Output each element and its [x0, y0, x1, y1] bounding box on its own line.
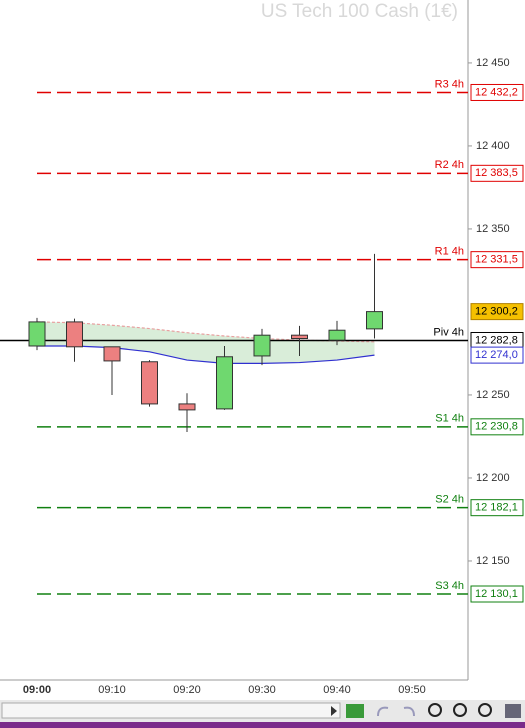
y-tick-label: 12 400	[476, 140, 510, 152]
level-box	[470, 418, 524, 436]
icon-settings[interactable]	[505, 704, 521, 718]
level-label: 12 130,1	[475, 588, 518, 600]
level-label: 12 230,8	[475, 421, 518, 433]
moving-average	[37, 345, 375, 365]
level-box	[470, 499, 524, 517]
ma-band	[37, 321, 375, 364]
level-name: Piv 4h	[433, 326, 464, 338]
level-label: 12 282,8	[475, 334, 518, 346]
x-tick-label: 09:20	[173, 684, 201, 696]
level-label: 12 383,5	[475, 167, 518, 179]
level-box	[470, 164, 524, 182]
level-box	[470, 251, 524, 269]
chart-title: US Tech 100 Cash (1€)	[261, 1, 458, 22]
ma-label-box	[470, 346, 524, 364]
level-box	[470, 83, 524, 101]
toolbar	[0, 700, 525, 728]
candle-body	[141, 361, 158, 405]
candle-body	[328, 329, 346, 341]
icon-zoom-fit[interactable]	[428, 703, 442, 717]
bottom-bar	[0, 722, 525, 728]
icon-zoom-in[interactable]	[478, 703, 492, 717]
candle-body	[366, 311, 383, 330]
ma-label: 12 274,0	[475, 349, 518, 361]
last-price-label: 12 300,2	[475, 306, 518, 318]
y-tick-label: 12 150	[476, 555, 510, 567]
icon-undo[interactable]	[377, 706, 389, 717]
x-tick-label: 09:40	[323, 684, 351, 696]
level-label: 12 182,1	[475, 502, 518, 514]
candle-body	[291, 334, 308, 340]
level-name: S1 4h	[435, 413, 464, 425]
candle-body	[216, 356, 233, 410]
icon-export[interactable]	[346, 704, 364, 718]
last-price-box	[470, 303, 524, 321]
x-tick-label: 09:30	[248, 684, 276, 696]
level-name: R1 4h	[435, 246, 464, 258]
icon-redo[interactable]	[403, 706, 415, 717]
scroll-arrow[interactable]	[331, 706, 337, 716]
level-name: S3 4h	[435, 580, 464, 592]
y-tick-label: 12 200	[476, 472, 510, 484]
level-label: 12 331,5	[475, 254, 518, 266]
x-tick-label: 09:50	[398, 684, 426, 696]
level-label: 12 432,2	[475, 86, 518, 98]
candle-body	[253, 334, 271, 357]
level-name: R2 4h	[435, 159, 464, 171]
scrollbar[interactable]	[1, 702, 341, 719]
level-box	[470, 585, 524, 603]
candle-body	[103, 346, 121, 362]
icon-zoom-out[interactable]	[453, 703, 467, 717]
candle-body	[28, 321, 46, 347]
y-tick-label: 12 250	[476, 389, 510, 401]
y-tick-label: 12 450	[476, 57, 510, 69]
x-tick-label: 09:00	[23, 684, 51, 696]
x-tick-label: 09:10	[98, 684, 126, 696]
level-name: S2 4h	[435, 494, 464, 506]
candle-body	[66, 321, 83, 348]
y-tick-label: 12 350	[476, 223, 510, 235]
level-name: R3 4h	[435, 78, 464, 90]
candle-body	[178, 403, 196, 411]
